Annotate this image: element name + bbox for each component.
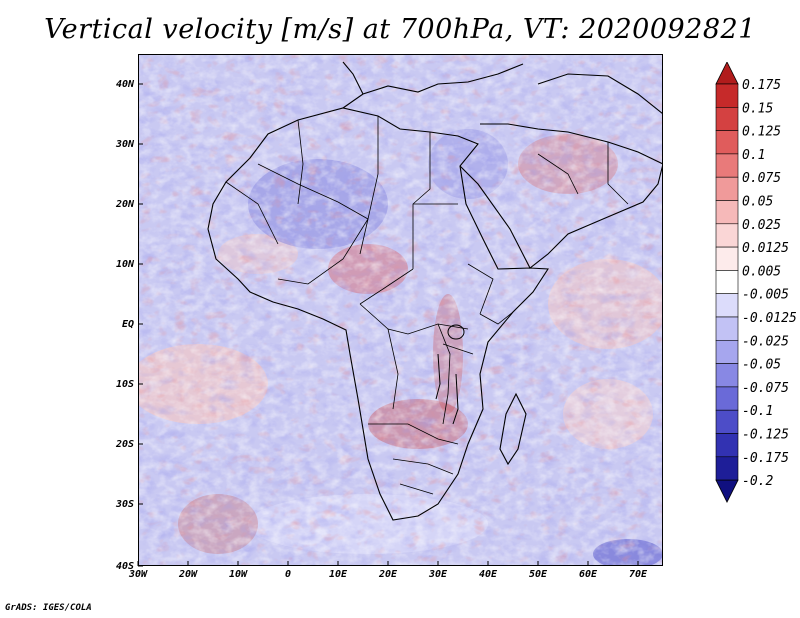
colorbar-bottom-arrow (715, 479, 739, 503)
lat-tick-label: 10S (116, 379, 134, 390)
lat-tick-label: 30S (115, 499, 134, 510)
lat-tick-label: 40S (116, 561, 134, 572)
lat-tick-label: 10N (116, 259, 135, 270)
lat-tick-label: 30N (115, 139, 135, 150)
colorbar-level-label: -0.025 (742, 334, 789, 349)
map-title: Vertical velocity [m/s] at 700hPa, VT: 2… (44, 14, 756, 45)
colorbar-swatch (715, 456, 739, 481)
borders (225, 116, 629, 495)
colorbar-legend: 0.175 0.15 0.125 0.1 0.075 0.05 0.025 0.0125 0.0… (715, 62, 797, 503)
colorbar-level-label: 0.175 (742, 78, 781, 93)
lon-tick-label: 10W (229, 569, 248, 580)
colorbar-level-label: -0.125 (742, 428, 789, 443)
colorbar-swatch (715, 270, 739, 294)
colorbar-swatch (715, 176, 739, 201)
colorbar-level-label: -0.005 (742, 288, 789, 303)
colorbar-swatch (715, 433, 739, 458)
colorbar-level-label: 0.15 (742, 101, 773, 116)
colorbar-swatch (715, 246, 739, 271)
coastlines (207, 61, 663, 521)
colorbar-level-label: -0.075 (742, 381, 789, 396)
lon-tick-label: 30E (428, 569, 448, 580)
colorbar-level-label: -0.2 (742, 474, 773, 489)
latitude-ticks: 40N 30N 20N 10N EQ 10S 20S 30S 40S (115, 79, 143, 572)
colorbar-level-label: 0.0125 (742, 241, 789, 256)
colorbar-swatches (715, 62, 739, 503)
colorbar-labels: 0.175 0.15 0.125 0.1 0.075 0.05 0.025 0.0125 0.0… (742, 78, 797, 489)
colorbar-level-label: -0.0125 (742, 311, 797, 326)
lon-tick-label: 0 (285, 569, 291, 580)
colorbar-level-label: 0.05 (742, 195, 773, 210)
map-frame (138, 54, 663, 566)
lon-tick-label: 30W (128, 569, 148, 580)
colorbar-level-label: 0.025 (742, 218, 781, 233)
colorbar-swatch (715, 386, 739, 411)
colorbar-level-label: 0.005 (742, 264, 781, 279)
velocity-field (138, 54, 663, 566)
colorbar-level-label: -0.1 (742, 404, 773, 419)
colorbar-top-arrow (715, 62, 739, 85)
colorbar-swatch (715, 223, 739, 248)
grads-credit: GrADS: IGES/COLA (5, 603, 92, 613)
colorbar-swatch (715, 293, 739, 318)
colorbar-swatch (715, 83, 739, 108)
colorbar-level-label: -0.05 (742, 358, 781, 373)
lat-tick-label: EQ (122, 319, 134, 330)
lon-tick-label: 40E (479, 569, 498, 580)
colorbar-level-label: 0.075 (742, 171, 781, 186)
colorbar-level-label: -0.175 (742, 451, 789, 466)
lon-tick-label: 20W (178, 569, 198, 580)
colorbar-swatch (715, 316, 739, 341)
colorbar-swatch (715, 363, 739, 388)
lon-tick-label: 60E (579, 569, 598, 580)
colorbar-swatch (715, 200, 739, 225)
lon-tick-label: 20E (378, 569, 398, 580)
colorbar-level-label: 0.125 (742, 125, 781, 140)
lat-tick-label: 20N (115, 199, 135, 210)
lon-tick-label: 70E (629, 569, 648, 580)
map-plot: 40N 30N 20N 10N EQ 10S 20S 30S 40S 30W 20W 10W 0 10E… (115, 54, 663, 580)
colorbar-swatch (715, 409, 739, 434)
lon-tick-label: 10E (329, 569, 348, 580)
longitude-ticks: 30W 20W 10W 0 10E 20E 30E 40E 50E 60E 70E (128, 561, 648, 580)
colorbar-level-label: 0.1 (742, 148, 765, 163)
colorbar-swatch (715, 153, 739, 178)
lat-tick-label: 20S (115, 439, 134, 450)
colorbar-swatch (715, 339, 739, 364)
lon-tick-label: 50E (529, 569, 548, 580)
colorbar-swatch (715, 106, 739, 131)
colorbar-swatch (715, 130, 739, 155)
lat-tick-label: 40N (116, 79, 135, 90)
